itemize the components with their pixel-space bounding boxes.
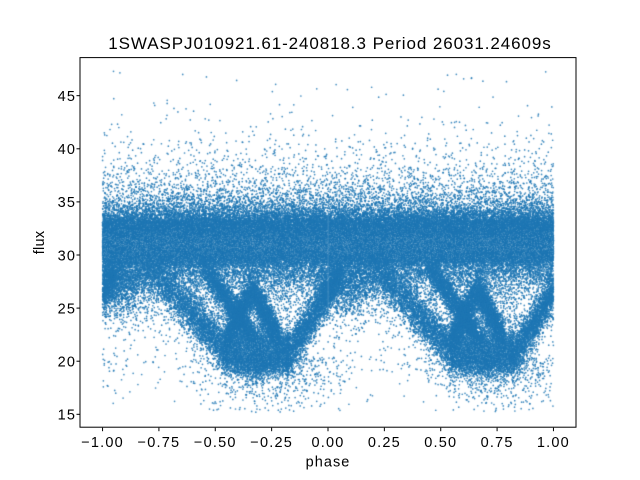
svg-text:30: 30 [58,248,77,264]
svg-text:15: 15 [58,408,77,424]
svg-text:25: 25 [58,301,77,317]
svg-text:flux: flux [32,230,48,254]
svg-text:0.00: 0.00 [311,435,344,451]
svg-text:35: 35 [58,195,77,211]
svg-text:1SWASPJ010921.61-240818.3 Peri: 1SWASPJ010921.61-240818.3 Period 26031.2… [108,34,551,53]
svg-text:−1.00: −1.00 [81,435,124,451]
svg-text:1.00: 1.00 [537,435,570,451]
svg-text:−0.50: −0.50 [194,435,237,451]
svg-text:0.25: 0.25 [368,435,401,451]
svg-text:40: 40 [58,142,77,158]
svg-text:−0.25: −0.25 [250,435,293,451]
svg-text:20: 20 [58,355,77,371]
svg-text:phase: phase [306,455,351,471]
svg-text:45: 45 [58,89,77,105]
svg-text:0.50: 0.50 [424,435,457,451]
svg-text:0.75: 0.75 [481,435,514,451]
svg-text:−0.75: −0.75 [138,435,181,451]
